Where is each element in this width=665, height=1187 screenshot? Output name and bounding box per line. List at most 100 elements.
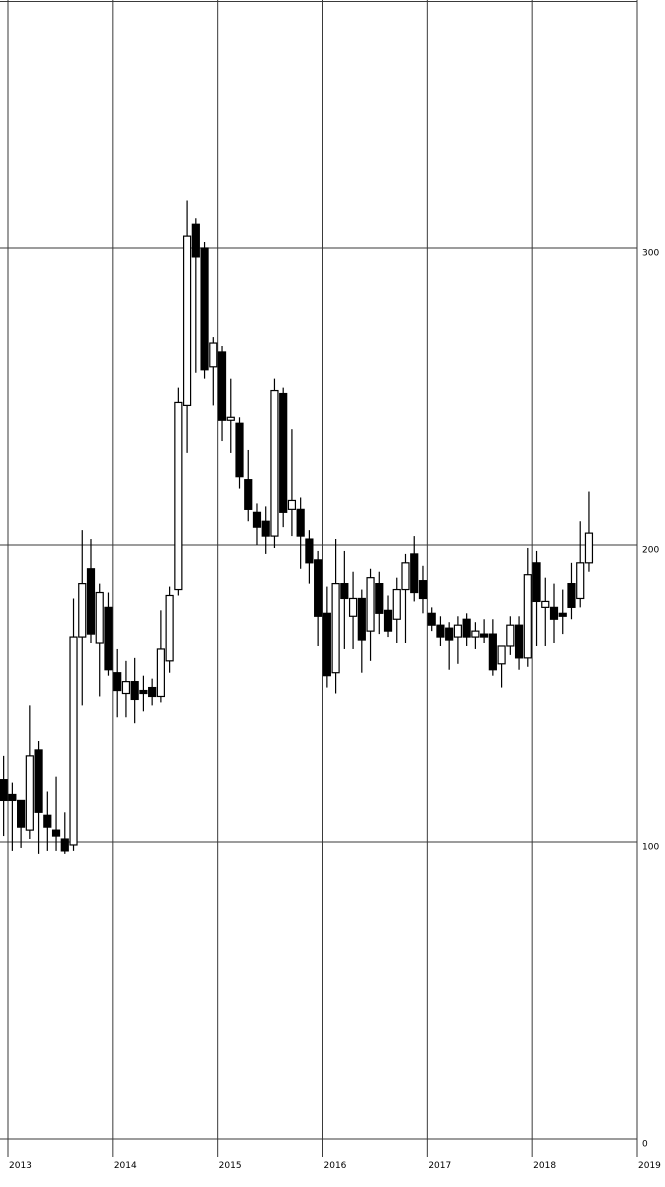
candle: [34, 741, 43, 854]
x-axis-label: 2013: [9, 1161, 32, 1171]
candle: [480, 619, 489, 644]
candle-body-down: [296, 508, 305, 537]
candle-body-down: [480, 633, 489, 638]
candle-body-up: [121, 681, 131, 695]
candle-body-down: [375, 583, 384, 614]
candle-body-down: [261, 520, 270, 537]
candle: [549, 583, 559, 644]
candle: [104, 592, 113, 676]
candle: [584, 491, 594, 572]
candle: [235, 417, 244, 489]
candle-body-down: [60, 838, 69, 852]
candle: [322, 586, 331, 688]
candle-body-down: [113, 672, 122, 692]
candle: [314, 550, 323, 646]
x-axis-label: 2018: [533, 1161, 556, 1171]
candle: [514, 616, 524, 670]
candle: [165, 586, 174, 673]
candle: [244, 449, 253, 522]
candle: [471, 622, 480, 649]
y-axis-label: 200: [642, 546, 659, 556]
candle: [17, 799, 26, 848]
candle: [392, 577, 401, 644]
candle: [8, 782, 17, 851]
candle-body-down: [244, 479, 253, 510]
candle-body-up: [497, 645, 506, 665]
candle-body-down: [43, 814, 52, 828]
candle-body-up: [287, 499, 297, 510]
candle: [427, 607, 436, 632]
candle: [156, 610, 165, 703]
candle: [418, 565, 428, 614]
candle-body-down: [418, 580, 428, 600]
candle-body-down: [252, 511, 262, 528]
y-axis-label: 0: [642, 1140, 648, 1150]
candle: [523, 547, 532, 667]
candle-body-up: [209, 342, 218, 368]
candle-body-up: [348, 597, 358, 617]
candle-body-up: [541, 600, 550, 608]
candle-body-up: [523, 574, 532, 659]
candle-body-up: [78, 583, 87, 638]
candle: [558, 589, 567, 635]
candle: [410, 536, 419, 602]
candle: [121, 660, 131, 718]
candle: [287, 429, 297, 537]
candle: [375, 571, 384, 635]
candle: [191, 218, 200, 373]
candle: [576, 521, 585, 608]
candle-body-up: [506, 624, 515, 647]
candle-body-down: [86, 568, 96, 635]
candle: [130, 657, 139, 724]
candle-body-down: [322, 612, 331, 677]
candle: [488, 619, 497, 676]
candle-body-up: [25, 755, 34, 831]
candle-body-down: [139, 689, 148, 695]
x-axis-label: 2015: [219, 1161, 242, 1171]
candle-body-up: [182, 235, 192, 407]
candle-body-down: [532, 562, 541, 603]
candle-body-down: [235, 422, 244, 478]
candle: [139, 675, 148, 712]
candle: [401, 553, 410, 644]
candle: [113, 648, 122, 718]
candle: [51, 776, 61, 851]
candle-body-down: [200, 247, 209, 371]
candle-body-down: [34, 749, 43, 813]
x-axis-label: 2014: [114, 1161, 137, 1171]
candle-body-up: [471, 630, 480, 638]
candle: [95, 583, 104, 697]
candle-body-up: [156, 648, 165, 698]
candle-body-up: [165, 594, 174, 662]
candle-body-down: [217, 351, 227, 421]
x-axis-label: 2019: [638, 1161, 661, 1171]
candle-body-up: [366, 577, 375, 632]
candle-body-up: [69, 636, 78, 846]
candle-body-up: [331, 583, 340, 674]
candle: [305, 530, 314, 584]
candle: [366, 568, 375, 661]
candle: [148, 678, 157, 706]
candle: [78, 530, 87, 706]
candle-body-up: [584, 532, 594, 564]
candle: [331, 539, 340, 694]
candle: [462, 613, 471, 646]
candle: [357, 589, 366, 673]
candle-body-down: [514, 624, 524, 659]
candle: [217, 346, 227, 442]
candle-body-down: [104, 606, 113, 671]
candle: [436, 616, 445, 646]
candle-body-down: [410, 553, 419, 594]
candle: [270, 378, 279, 548]
candle-body-down: [148, 686, 157, 698]
candle-body-down: [314, 559, 323, 617]
candle-body-down: [8, 793, 17, 802]
candle: [279, 387, 288, 528]
candle-body-down: [130, 681, 139, 701]
candle-body-down: [558, 612, 567, 617]
candle-body-up: [453, 624, 463, 638]
candle-body-down: [445, 627, 454, 641]
candle: [200, 242, 209, 379]
candle: [340, 550, 349, 649]
